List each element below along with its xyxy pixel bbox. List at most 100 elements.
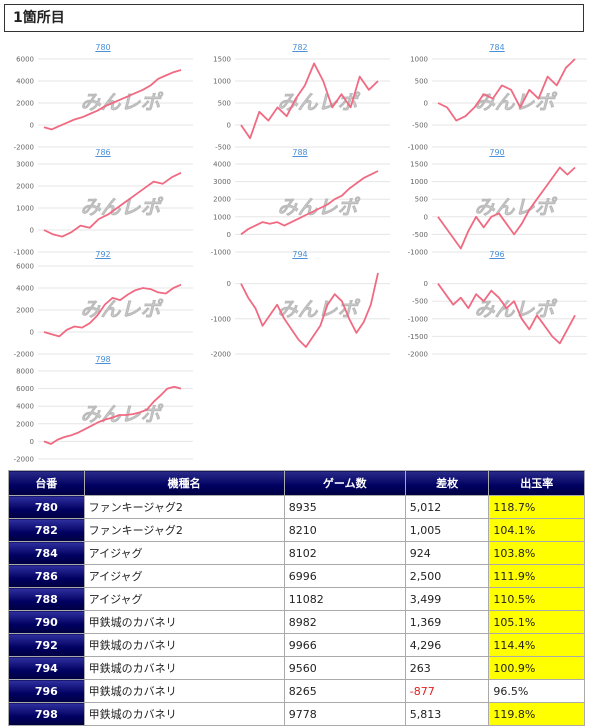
y-tick-label: 4000 (16, 403, 34, 411)
machine-name-cell: ファンキージャグ2 (83, 518, 285, 542)
machine-number-cell: 784 (8, 541, 85, 565)
table-row: 790 甲鉄城のカバネリ 8982 1,369 105.1% (8, 610, 585, 634)
y-tick-label: 1500 (410, 161, 428, 169)
line-chart: 3000 2000 1000 0 -1000 みんレポ (14, 161, 193, 257)
y-tick-label: -2000 (14, 144, 34, 152)
chart-title-link[interactable]: 792 (95, 250, 111, 259)
chart-792: 792 6000 4000 2000 0 -2000 みんレポ (8, 250, 198, 362)
payout-rate-cell: 96.5% (488, 679, 585, 703)
series-line (43, 171, 182, 238)
machine-name-cell: アイジャグ (83, 587, 285, 611)
y-tick-label: 1000 (410, 178, 428, 186)
y-tick-label: -2000 (14, 456, 34, 464)
series-line (437, 166, 576, 250)
watermark-logo: みんレポ (81, 195, 164, 219)
machine-name-cell: 甲鉄城のカバネリ (83, 610, 285, 634)
difference-cell: 5,012 (404, 495, 490, 519)
y-tick-label: 2000 (16, 307, 34, 315)
watermark-logo: みんレポ (81, 90, 164, 114)
chart-784: 784 1000 500 0 -500 -1000 みんレポ (402, 43, 590, 155)
watermark-logo: みんレポ (278, 297, 361, 321)
game-count-cell: 11082 (283, 587, 406, 611)
chart-title-link[interactable]: 786 (95, 148, 111, 157)
chart-title-link[interactable]: 782 (292, 43, 308, 52)
line-chart: 6000 4000 2000 0 -2000 みんレポ (14, 56, 193, 152)
game-count-cell: 8935 (283, 495, 406, 519)
payout-rate-cell: 104.1% (488, 518, 585, 542)
machine-name-cell: 甲鉄城のカバネリ (83, 633, 285, 657)
machine-number-cell: 796 (8, 679, 85, 703)
chart-title-link[interactable]: 798 (95, 355, 111, 364)
y-tick-label: 1000 (16, 205, 34, 213)
difference-cell: 2,500 (404, 564, 490, 588)
line-chart: 0 -1000 -2000 みんレポ (211, 272, 390, 359)
difference-cell: 263 (404, 656, 490, 680)
y-tick-label: 2000 (16, 183, 34, 191)
series-line (240, 170, 379, 236)
y-tick-label: 500 (415, 78, 428, 86)
machine-name-cell: 甲鉄城のカバネリ (83, 702, 285, 726)
header-machine-number: 台番 (8, 470, 85, 496)
chart-title-link[interactable]: 794 (292, 250, 308, 259)
chart-794: 794 0 -1000 -2000 みんレポ (205, 250, 395, 362)
difference-cell: 1,369 (404, 610, 490, 634)
table-row: 780 ファンキージャグ2 8935 5,012 118.7% (8, 495, 585, 519)
machine-name-cell: アイジャグ (83, 564, 285, 588)
series-line (43, 283, 182, 338)
y-tick-label: 0 (424, 280, 428, 288)
watermark-logo: みんレポ (81, 402, 164, 426)
chart-790: 790 1500 1000 500 0 -500 -1000 みんレポ (402, 148, 590, 260)
y-tick-label: 6000 (16, 385, 34, 393)
chart-798: 798 8000 6000 4000 2000 0 -2000 みんレポ (8, 355, 198, 467)
line-chart: 6000 4000 2000 0 -2000 みんレポ (14, 263, 193, 359)
game-count-cell: 6996 (283, 564, 406, 588)
header-difference: 差枚 (404, 470, 490, 496)
machine-name-cell: 甲鉄城のカバネリ (83, 679, 285, 703)
y-tick-label: 3000 (16, 161, 34, 169)
y-tick-label: 1000 (213, 213, 231, 221)
chart-title-link[interactable]: 784 (489, 43, 505, 52)
header-payout-rate: 出玉率 (488, 470, 585, 496)
game-count-cell: 9560 (283, 656, 406, 680)
y-tick-label: 0 (30, 329, 34, 337)
chart-786: 786 3000 2000 1000 0 -1000 みんレポ (8, 148, 198, 260)
chart-title-link[interactable]: 796 (489, 250, 505, 259)
machine-number-cell: 792 (8, 633, 85, 657)
payout-rate-cell: 114.4% (488, 633, 585, 657)
watermark-logo: みんレポ (475, 90, 558, 114)
y-tick-label: 4000 (16, 285, 34, 293)
machine-name-cell: アイジャグ (83, 541, 285, 565)
difference-cell: 1,005 (404, 518, 490, 542)
chart-title-link[interactable]: 780 (95, 43, 111, 52)
chart-title-link[interactable]: 790 (489, 148, 505, 157)
y-tick-label: 6000 (16, 56, 34, 64)
machine-name-cell: 甲鉄城のカバネリ (83, 656, 285, 680)
y-tick-label: 0 (227, 231, 231, 239)
series-line (437, 58, 576, 122)
y-tick-label: -1000 (408, 249, 428, 257)
y-tick-label: 3000 (213, 178, 231, 186)
table-row: 794 甲鉄城のカバネリ 9560 263 100.9% (8, 656, 585, 680)
payout-rate-cell: 111.9% (488, 564, 585, 588)
results-table: 台番 機種名 ゲーム数 差枚 出玉率 780 ファンキージャグ2 8935 5,012… (8, 470, 585, 726)
y-tick-label: 0 (30, 122, 34, 130)
chart-title-link[interactable]: 788 (292, 148, 308, 157)
watermark-logo: みんレポ (278, 195, 361, 219)
payout-rate-cell: 118.7% (488, 495, 585, 519)
series-line (240, 62, 379, 140)
line-chart: 8000 6000 4000 2000 0 -2000 みんレポ (14, 368, 193, 464)
y-tick-label: 2000 (213, 196, 231, 204)
y-tick-label: -1000 (211, 249, 231, 257)
payout-rate-cell: 119.8% (488, 702, 585, 726)
y-tick-label: 500 (415, 196, 428, 204)
table-row: 796 甲鉄城のカバネリ 8265 -877 96.5% (8, 679, 585, 703)
difference-cell: 924 (404, 541, 490, 565)
y-tick-label: 0 (424, 213, 428, 221)
chart-782: 782 1500 1000 500 0 -500 みんレポ (205, 43, 395, 155)
y-tick-label: 1000 (410, 56, 428, 64)
y-tick-label: 0 (30, 438, 34, 446)
machine-number-cell: 788 (8, 587, 85, 611)
machine-name-cell: ファンキージャグ2 (83, 495, 285, 519)
game-count-cell: 9966 (283, 633, 406, 657)
